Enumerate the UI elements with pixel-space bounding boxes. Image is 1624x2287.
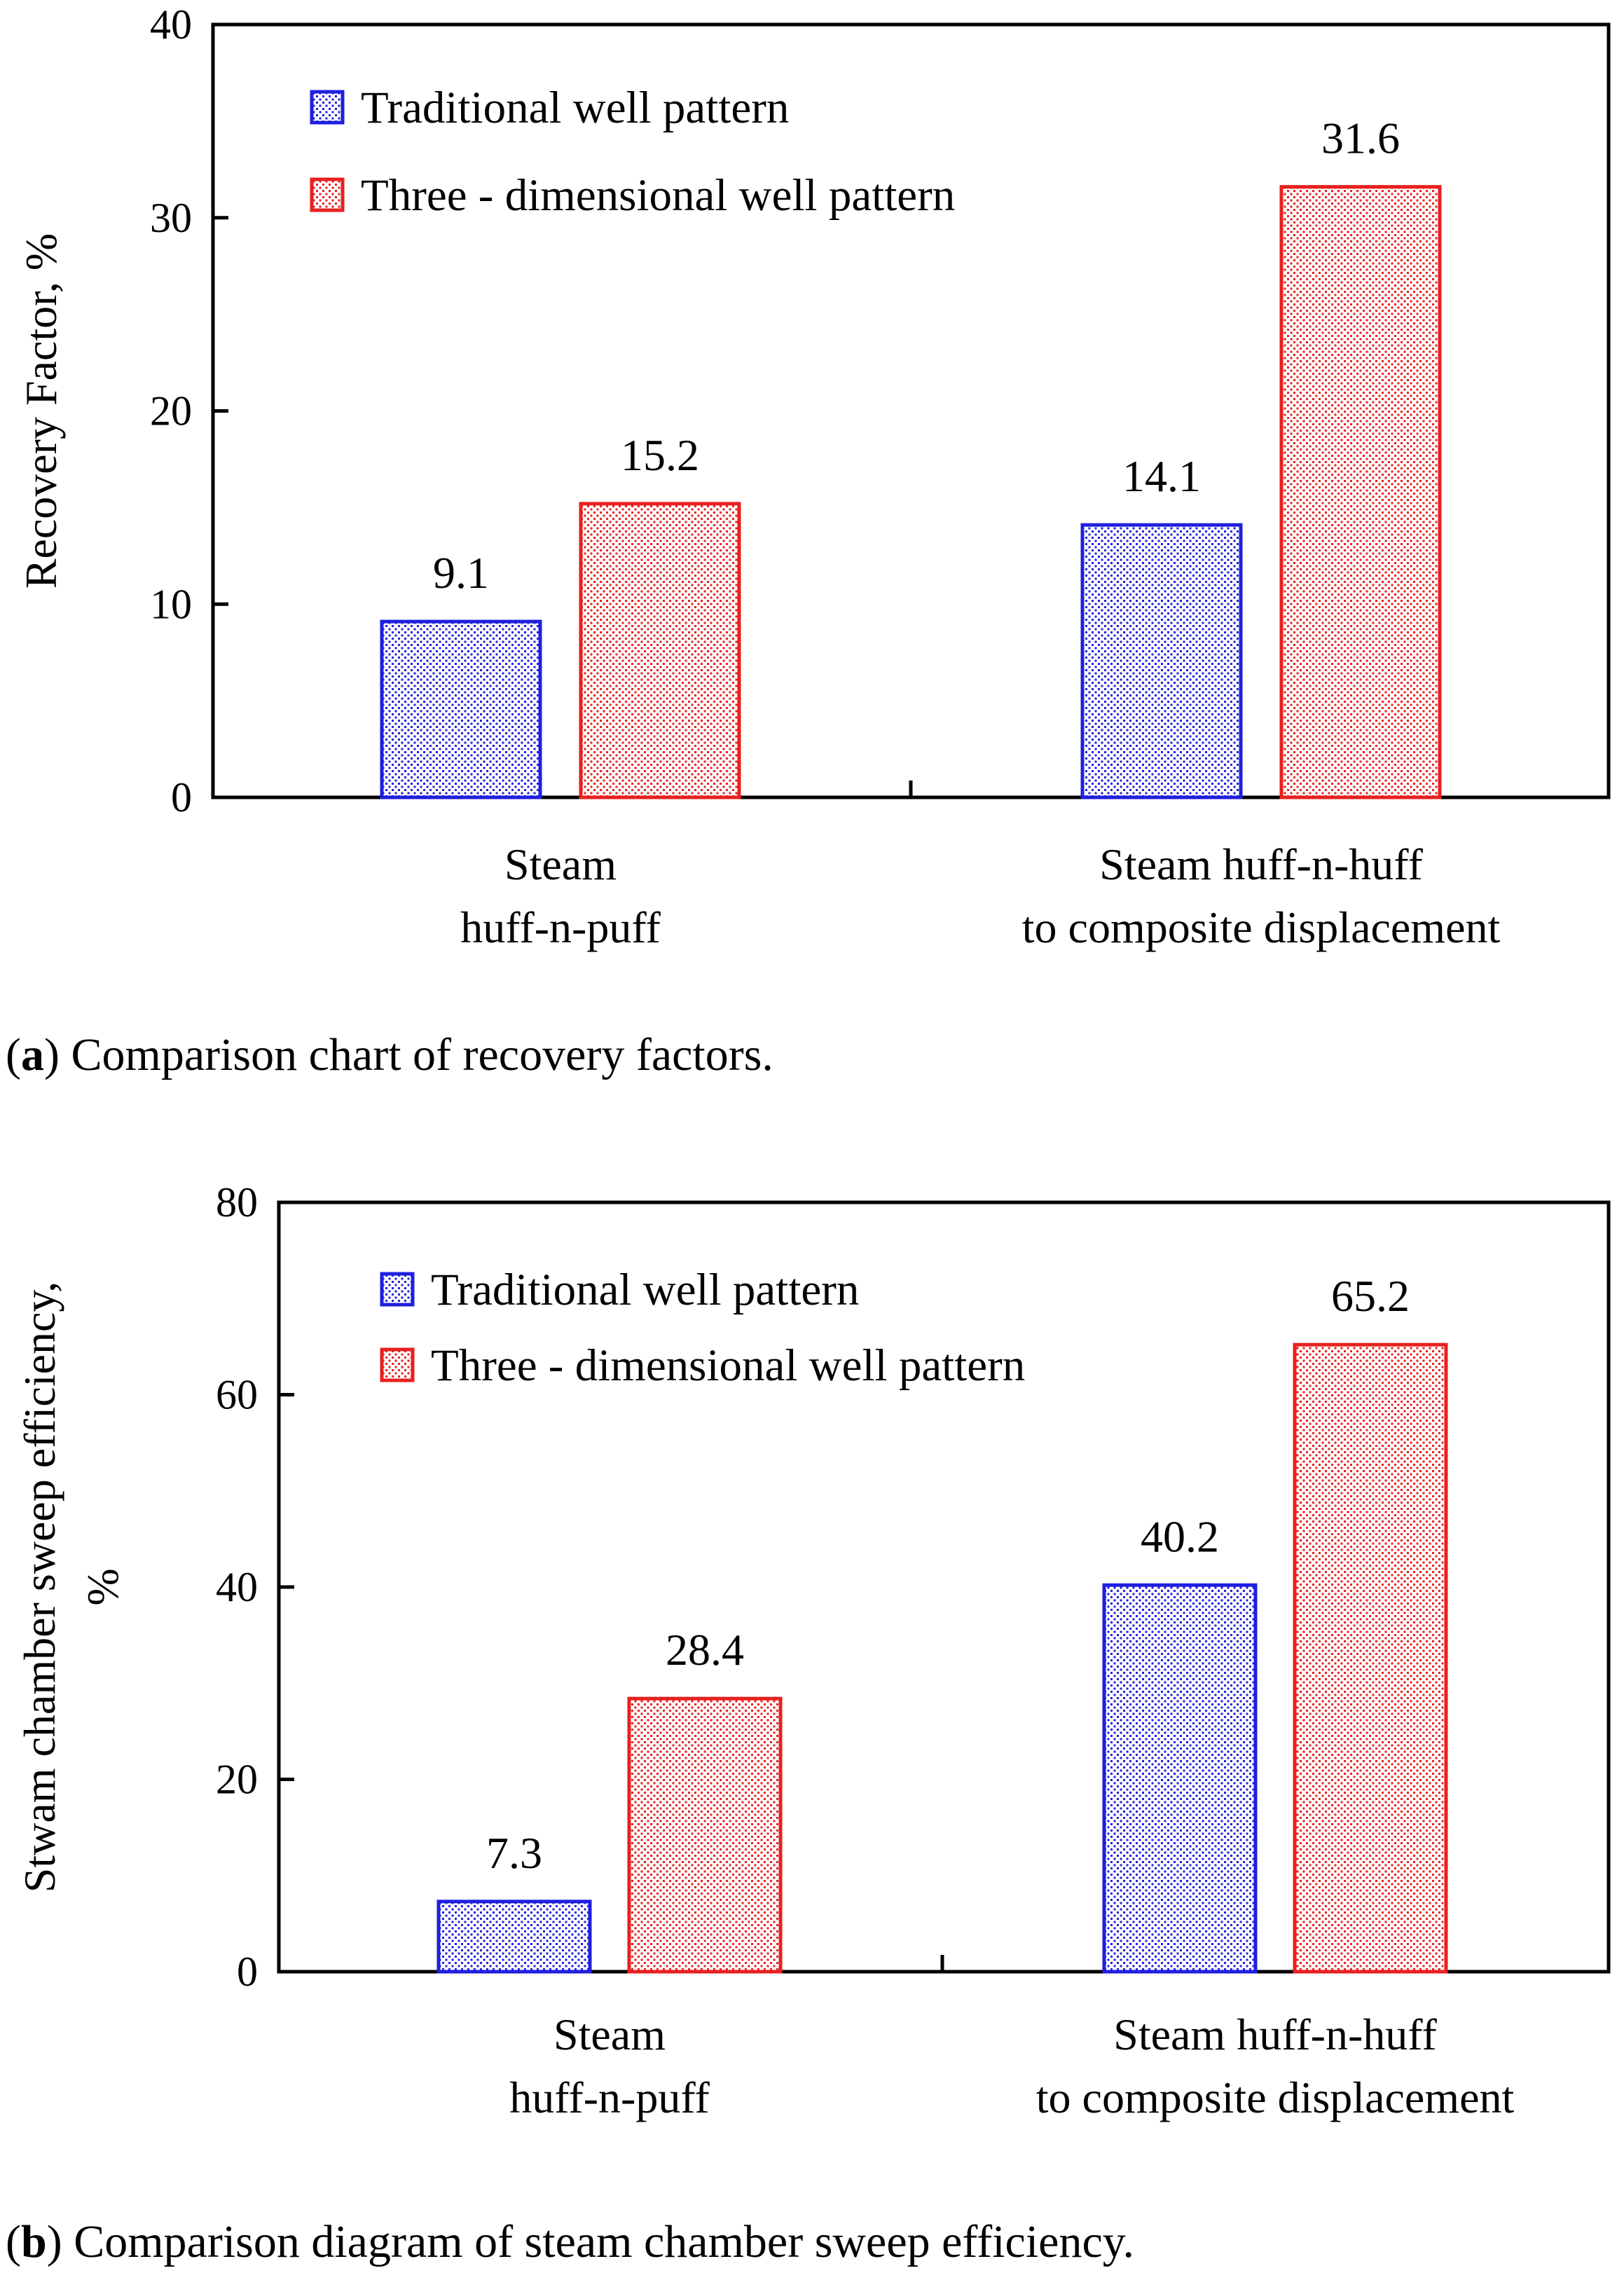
bar-three_dimensional-0 — [627, 1696, 783, 1974]
x-category-label: huff-n-puff — [509, 2073, 710, 2122]
x-category-label: Steam — [504, 839, 617, 889]
y-tick-label: 30 — [150, 195, 192, 241]
y-axis-label: Stwam chamber sweep efficiency,% — [15, 1282, 128, 1893]
legend-label-traditional: Traditional well pattern — [361, 83, 789, 133]
bar-value-label: 31.6 — [1321, 114, 1400, 163]
bar-value-label: 40.2 — [1141, 1511, 1219, 1561]
y-axis-label-line: Stwam chamber sweep efficiency, — [15, 1282, 64, 1893]
bar-traditional-0 — [436, 1900, 592, 1974]
y-tick-label: 60 — [216, 1372, 258, 1418]
legend-swatch-three_dimensional — [380, 1347, 415, 1382]
y-tick-label: 10 — [150, 581, 192, 627]
bar-traditional-1 — [1102, 1583, 1258, 1974]
y-axis-label: Recovery Factor, % — [16, 233, 66, 589]
caption-b-label: b — [20, 2216, 47, 2267]
x-category-label: Steam — [553, 2010, 666, 2059]
bar-value-label: 14.1 — [1122, 451, 1201, 501]
bar-value-label: 9.1 — [433, 548, 489, 598]
x-category-label: to composite displacement — [1022, 902, 1501, 952]
y-tick-label: 40 — [216, 1564, 258, 1610]
y-axis-label-line: Recovery Factor, % — [16, 233, 66, 589]
legend: Traditional well pattern Three - dimensio… — [380, 1265, 1025, 1391]
y-tick-label: 40 — [150, 1, 192, 48]
caption-b-text: Comparison diagram of steam chamber swee… — [62, 2216, 1134, 2267]
legend-swatch-traditional — [380, 1272, 415, 1307]
chart-recovery-factor: 0 10 20 30 40 Recovery Factor, % 9.1 15.2 Steam h… — [16, 1, 1611, 952]
y-axis-label-line: % — [78, 1568, 128, 1605]
y-tick-label: 0 — [237, 1949, 258, 1995]
x-category-label: Steam huff-n-huff — [1113, 2010, 1437, 2059]
bar-value-label: 7.3 — [486, 1828, 542, 1878]
legend-swatch-three_dimensional — [310, 177, 345, 212]
caption-a: (a) Comparison chart of recovery factors… — [6, 1029, 773, 1080]
bar-traditional-1 — [1080, 523, 1243, 799]
chart-sweep-efficiency: 0 20 40 60 80 Stwam chamber sweep efficiency,… — [15, 1179, 1611, 2122]
x-category-label: to composite displacement — [1036, 2073, 1515, 2122]
legend: Traditional well pattern Three - dimensio… — [310, 83, 955, 221]
legend-swatch-traditional — [310, 90, 345, 125]
x-category-label: Steam huff-n-huff — [1099, 839, 1423, 889]
legend-label-three_dimensional: Three - dimensional well pattern — [361, 170, 955, 221]
y-tick-label: 20 — [216, 1757, 258, 1803]
y-tick-label: 20 — [150, 388, 192, 434]
caption-a-text: Comparison chart of recovery factors. — [59, 1029, 773, 1080]
caption-b: (b) Comparison diagram of steam chamber … — [6, 2216, 1134, 2267]
bar-three_dimensional-0 — [579, 502, 741, 799]
bar-three_dimensional-1 — [1279, 185, 1442, 799]
x-category-label: huff-n-puff — [460, 902, 661, 952]
bar-value-label: 15.2 — [621, 430, 699, 480]
bar-value-label: 28.4 — [666, 1625, 744, 1675]
y-tick-label: 0 — [171, 774, 192, 820]
bar-value-label: 65.2 — [1331, 1271, 1410, 1321]
legend-label-traditional: Traditional well pattern — [431, 1265, 859, 1315]
caption-a-label: a — [20, 1029, 44, 1080]
bar-traditional-0 — [380, 619, 542, 799]
legend-label-three_dimensional: Three - dimensional well pattern — [431, 1340, 1025, 1391]
y-tick-label: 80 — [216, 1179, 258, 1225]
bar-three_dimensional-1 — [1293, 1342, 1448, 1974]
